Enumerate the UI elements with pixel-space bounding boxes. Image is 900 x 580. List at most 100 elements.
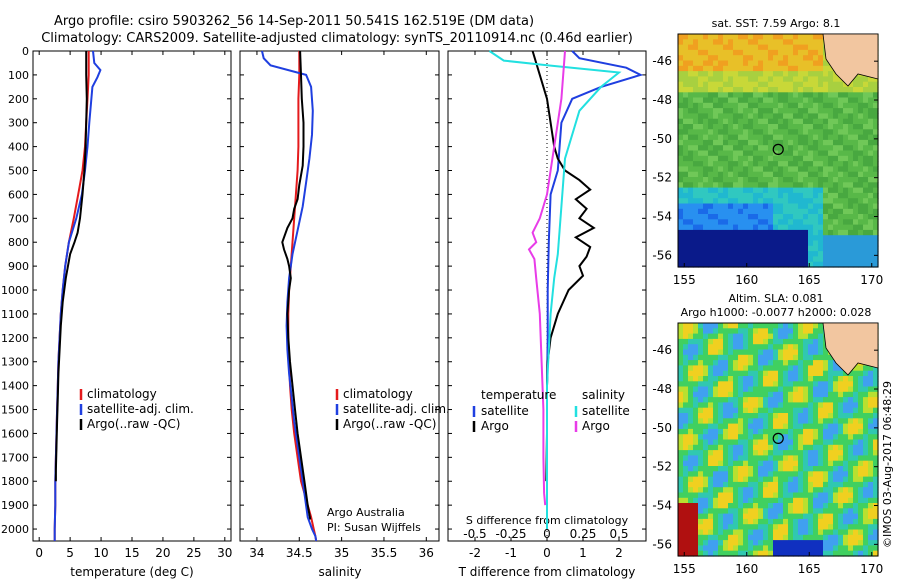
map-cell <box>713 407 719 414</box>
map-cell <box>758 397 764 403</box>
map-cell <box>793 134 799 141</box>
map-cell <box>808 55 814 62</box>
map-cell <box>768 134 774 141</box>
map-cell <box>833 81 839 88</box>
map-cell <box>708 155 714 162</box>
map-cell <box>748 235 754 242</box>
map-cell <box>758 87 764 93</box>
map-cell <box>748 124 754 130</box>
map-cell <box>863 518 869 525</box>
map-cell <box>793 423 799 430</box>
legend-label: Argo <box>582 419 610 433</box>
map-cell <box>793 476 799 483</box>
map-cell <box>723 497 729 504</box>
map-cell <box>678 92 684 99</box>
map-cell <box>778 402 784 409</box>
map-cell <box>773 360 779 366</box>
y-tick-label: 1600 <box>1 427 29 440</box>
map-cell <box>798 214 804 220</box>
map-cell <box>818 39 824 46</box>
map-cell <box>723 187 729 194</box>
map-cell <box>678 71 684 77</box>
map-cell <box>688 208 694 215</box>
map-cell <box>778 344 784 351</box>
map-cell <box>683 118 689 125</box>
map-cell <box>803 166 809 173</box>
map-cell <box>863 155 869 162</box>
map-cell <box>863 177 869 183</box>
map-cell <box>683 155 689 162</box>
map-cell <box>728 534 734 541</box>
map-cell <box>848 428 854 435</box>
map-cell <box>683 428 689 435</box>
map-cell <box>748 376 754 382</box>
map-cell <box>858 235 864 242</box>
map-cell <box>683 161 689 167</box>
map-cell <box>738 540 744 546</box>
x-tick-label: 15 <box>124 546 139 560</box>
map-cell <box>733 455 739 462</box>
map-cell <box>683 413 689 419</box>
map-cell <box>848 466 854 472</box>
map-cell <box>768 492 774 499</box>
map-cell <box>773 92 779 99</box>
map-cell <box>858 545 864 552</box>
map-cell <box>798 203 804 210</box>
map-cell <box>763 187 769 194</box>
map-cell <box>693 481 699 488</box>
map-cell <box>783 192 789 199</box>
map-cell <box>823 428 829 435</box>
map-cell <box>798 540 804 546</box>
map-cell <box>863 235 869 242</box>
map-cell <box>738 439 744 446</box>
map-cell <box>803 338 809 345</box>
map-cell <box>678 370 684 377</box>
map-cell <box>803 145 809 152</box>
map-cell <box>678 251 684 257</box>
map-cell <box>848 145 854 152</box>
map-cell <box>758 145 764 152</box>
map-cell <box>758 497 764 504</box>
map-cell <box>823 192 829 199</box>
map-cell <box>833 407 839 414</box>
map-cell <box>693 177 699 183</box>
map-cell <box>713 413 719 419</box>
map-cell <box>853 203 859 210</box>
map-cell <box>858 540 864 546</box>
map-cell <box>718 391 724 398</box>
map-cell <box>793 251 799 257</box>
map-cell <box>728 92 734 99</box>
map-cell <box>843 81 849 88</box>
map-cell <box>868 550 874 557</box>
map-cell <box>778 71 784 77</box>
map-cell <box>843 192 849 199</box>
map-cell <box>783 413 789 419</box>
map-cell <box>703 60 709 67</box>
map-cell <box>758 423 764 430</box>
map-cell <box>783 386 789 393</box>
map-cell <box>853 245 859 252</box>
map-cell <box>808 145 814 152</box>
map-cell <box>723 476 729 483</box>
map-cell <box>683 487 689 494</box>
map-cell <box>858 261 864 268</box>
map-cell <box>838 134 844 141</box>
map-cell <box>703 145 709 152</box>
map-x-tick-label: 155 <box>673 273 696 287</box>
map-cell <box>763 124 769 130</box>
map-cell <box>703 251 709 257</box>
map-cell <box>683 219 689 226</box>
map-cell <box>728 524 734 531</box>
map-cell <box>708 118 714 125</box>
map-cell <box>793 39 799 46</box>
map-x-tick-label: 155 <box>673 562 696 576</box>
map-cell <box>843 187 849 194</box>
map-cell <box>708 349 714 356</box>
map-cell <box>718 407 724 414</box>
map-cell <box>758 402 764 409</box>
map-cell <box>818 354 824 361</box>
map-cell <box>683 113 689 120</box>
map-cell <box>683 529 689 536</box>
map-cell <box>768 434 774 441</box>
map-cell <box>873 381 879 388</box>
